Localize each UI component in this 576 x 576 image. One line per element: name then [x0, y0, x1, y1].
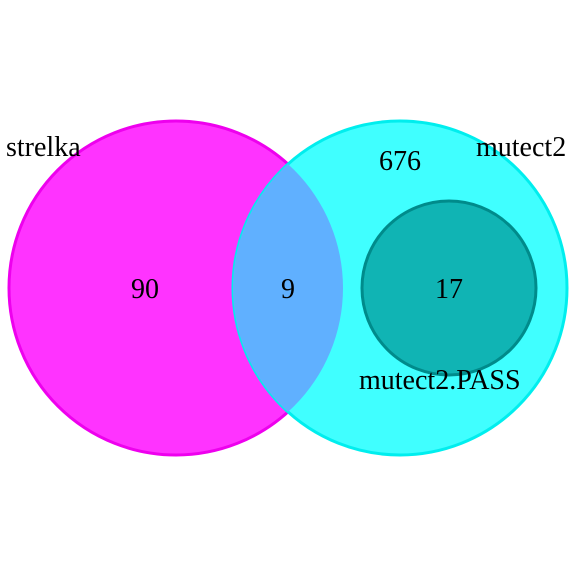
- mutect2-pass-circle: [360, 199, 538, 377]
- strelka-mutect2-count: 9: [281, 274, 295, 305]
- strelka-only-count: 90: [131, 274, 159, 305]
- strelka-mutect2-overlap: [233, 121, 343, 455]
- mutect2-pass-label: mutect2.PASS: [359, 365, 521, 396]
- strelka-label: strelka: [6, 132, 81, 163]
- mutect2-only-count: 676: [379, 146, 421, 177]
- mutect2-pass-count: 17: [435, 274, 463, 305]
- mutect2-label: mutect2: [476, 132, 566, 163]
